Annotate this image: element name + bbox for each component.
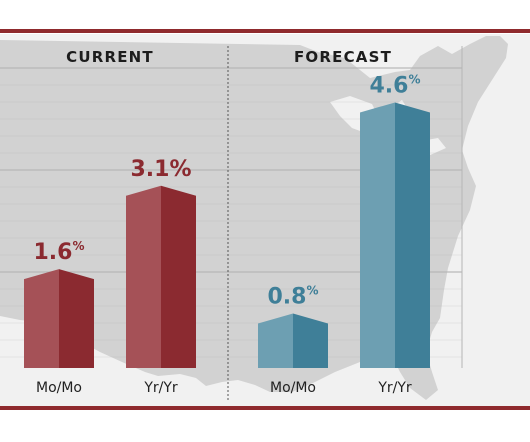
group-title-forecast: FORECAST xyxy=(294,48,392,66)
bar-shade xyxy=(161,185,196,368)
category-label: Yr/Yr xyxy=(377,380,412,396)
bar xyxy=(360,102,395,368)
bars xyxy=(24,102,430,368)
bar-shade xyxy=(59,269,94,368)
top-border xyxy=(0,29,530,33)
value-label: 3.1% xyxy=(130,157,191,182)
bar-shade xyxy=(293,313,328,368)
value-label: 0.8% xyxy=(267,284,318,310)
category-label: Mo/Mo xyxy=(36,380,82,396)
bar-shade xyxy=(395,102,430,368)
category-labels: Mo/Mo Yr/Yr Mo/Mo Yr/Yr xyxy=(36,380,412,396)
value-label: 1.6% xyxy=(33,239,84,265)
bottom-border xyxy=(0,406,530,410)
category-label: Yr/Yr xyxy=(143,380,178,396)
group-title-current: CURRENT xyxy=(66,48,154,66)
value-label: 4.6% xyxy=(369,72,420,98)
category-label: Mo/Mo xyxy=(270,380,316,396)
value-labels: 1.6% 3.1% 0.8% 4.6% xyxy=(33,72,420,309)
bar xyxy=(258,313,293,368)
bar xyxy=(126,185,161,368)
bar xyxy=(24,269,59,368)
great-lakes xyxy=(330,96,446,156)
